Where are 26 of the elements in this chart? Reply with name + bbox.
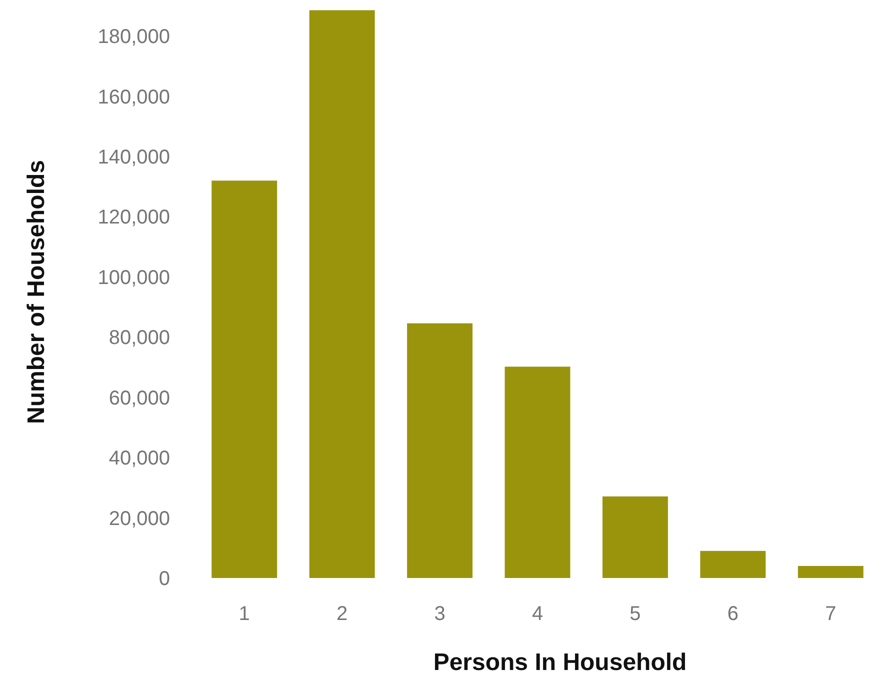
bar	[798, 566, 864, 578]
bar	[504, 366, 570, 578]
x-tick-label: 2	[336, 603, 348, 625]
y-tick-label: 120,000	[98, 206, 170, 229]
y-tick-label: 160,000	[98, 86, 170, 108]
y-tick-label: 0	[158, 568, 170, 590]
x-axis-title: Persons In Household	[433, 649, 687, 673]
bar	[212, 180, 278, 578]
x-tick-label: 4	[532, 603, 544, 625]
bar	[309, 10, 375, 578]
y-tick-label: 80,000	[108, 327, 170, 350]
bar	[407, 323, 473, 578]
y-tick-label: 140,000	[98, 146, 170, 169]
y-axis-title: Number of Households	[23, 160, 50, 424]
bar	[700, 550, 766, 578]
bar	[602, 496, 668, 578]
y-tick-label: 180,000	[98, 26, 170, 48]
x-tick-label: 5	[630, 603, 641, 625]
x-tick-label: 3	[434, 603, 446, 625]
y-tick-label: 100,000	[98, 266, 170, 289]
x-tick-label: 1	[238, 603, 250, 625]
y-tick-label: 20,000	[108, 508, 170, 530]
y-tick-label: 60,000	[108, 387, 170, 410]
y-tick-label: 40,000	[108, 448, 170, 470]
x-tick-label: 7	[825, 603, 836, 625]
x-tick-label: 6	[727, 603, 738, 625]
